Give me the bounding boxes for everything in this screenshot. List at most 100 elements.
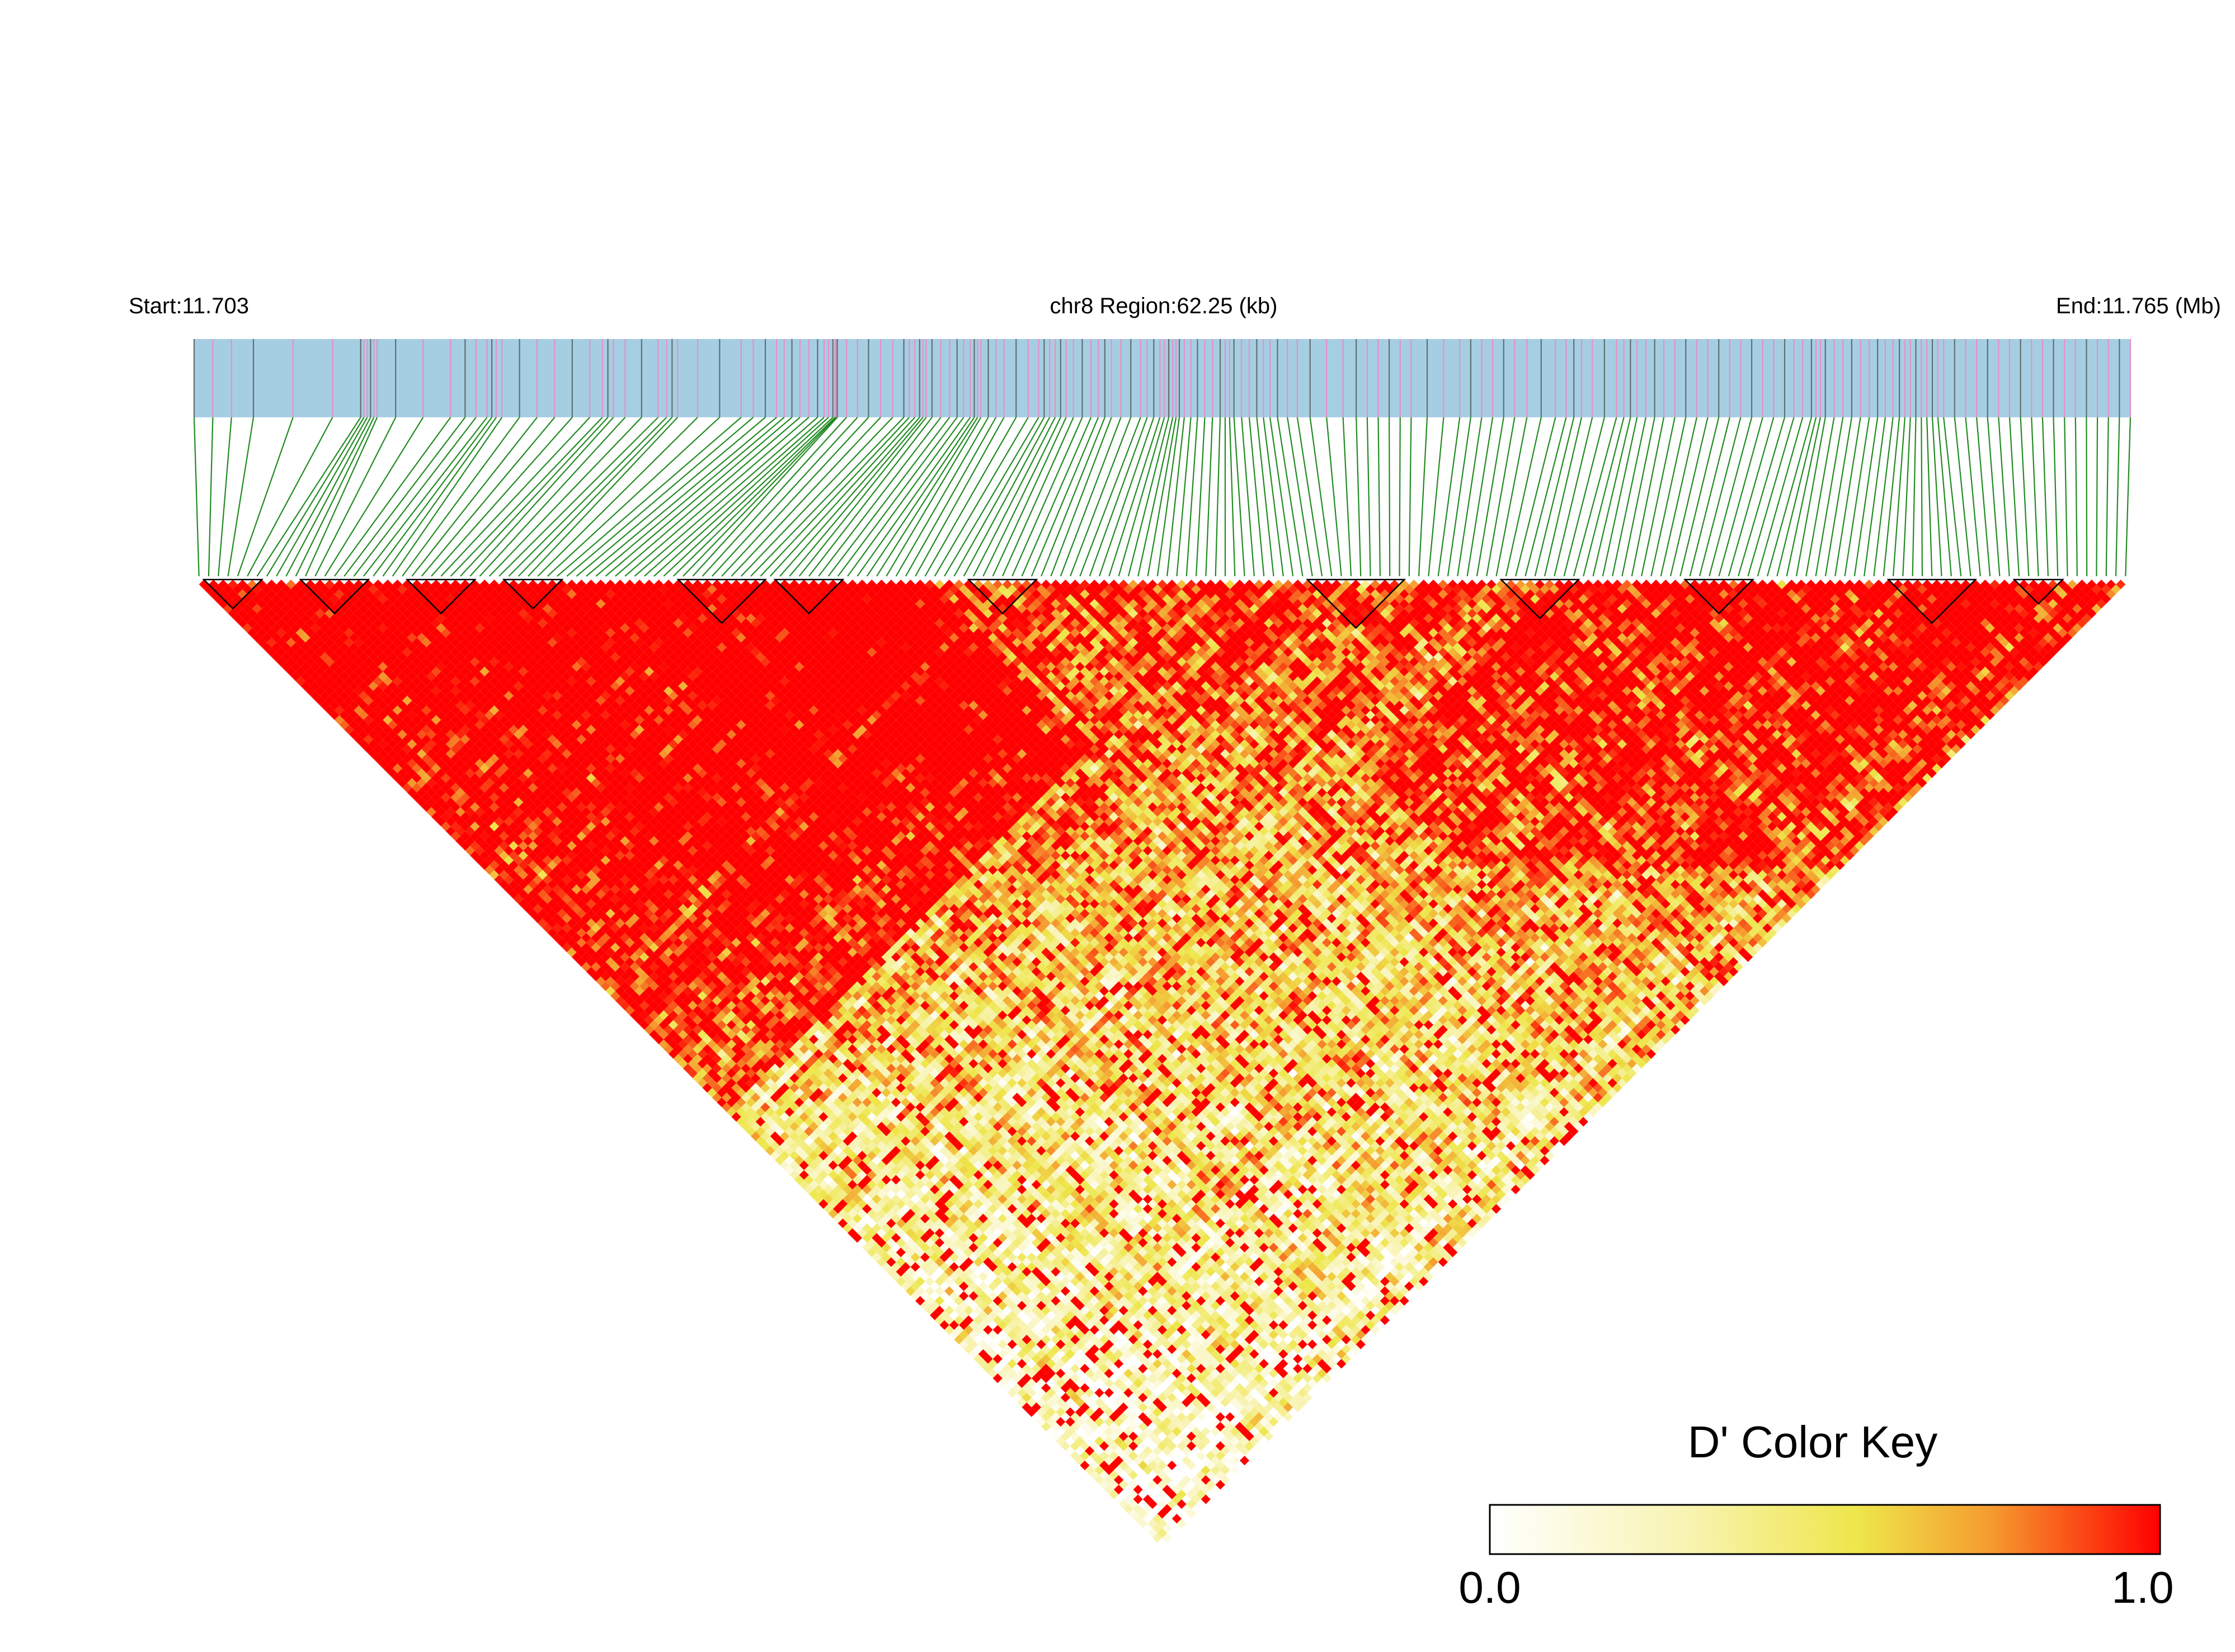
snp-connector: [1195, 417, 1206, 577]
ld-cell: [949, 1320, 959, 1330]
snp-connector: [2064, 417, 2068, 577]
snp-position-track: [194, 339, 2130, 417]
ld-cell: [489, 850, 500, 860]
snp-connector: [1786, 417, 1822, 577]
snp-connector: [721, 417, 869, 577]
ld-cell: [257, 628, 267, 638]
ld-cell: [373, 734, 383, 745]
snp-connector: [1277, 417, 1304, 577]
snp-connector: [314, 417, 397, 577]
ld-cell: [944, 1325, 954, 1335]
ld-cell: [770, 1150, 780, 1161]
ld-cell: [305, 686, 316, 696]
snp-connector: [886, 417, 982, 577]
ld-cell: [934, 1305, 945, 1316]
snp-connector: [1912, 417, 1917, 577]
snp-connector: [305, 417, 378, 577]
ld-cell: [262, 642, 272, 652]
ld-cell: [910, 1281, 920, 1291]
ld-cell: [315, 676, 325, 686]
ld-cell: [1070, 1451, 1080, 1461]
ld-cell: [828, 1199, 838, 1209]
ld-cell: [412, 783, 422, 793]
ld-cell: [794, 1165, 804, 1175]
ld-cell: [808, 1189, 819, 1199]
snp-connector: [363, 417, 488, 577]
ld-cell: [1142, 1523, 1153, 1533]
snp-connector: [1650, 417, 1687, 577]
snp-connector: [1229, 417, 1236, 577]
snp-connector: [537, 417, 698, 577]
snp-connector: [683, 417, 837, 577]
ld-cell: [514, 884, 524, 895]
snp-connector: [373, 417, 493, 577]
ld-cell: [1012, 1383, 1022, 1393]
snp-connector: [411, 417, 538, 577]
snp-connector: [992, 417, 1067, 577]
ld-cell: [678, 1058, 688, 1069]
ld-cell: [581, 962, 591, 972]
snp-connector: [973, 417, 1056, 577]
ld-cell: [751, 1131, 761, 1141]
ld-cell: [509, 879, 519, 889]
snp-connector: [528, 417, 678, 577]
snp-connector: [2115, 417, 2120, 577]
ld-cell: [1104, 1485, 1114, 1495]
snp-connector: [624, 417, 810, 577]
snp-connector: [2096, 417, 2098, 577]
snp-connector: [1287, 417, 1313, 577]
ld-cell: [445, 816, 456, 827]
ld-cell: [499, 870, 509, 880]
ld-cell: [518, 889, 529, 900]
snp-connector: [895, 417, 989, 577]
ld-cell: [1138, 1509, 1148, 1519]
snp-connector: [2125, 417, 2132, 577]
ld-cell: [397, 759, 407, 769]
ld-cell: [867, 1248, 877, 1258]
snp-connector: [1108, 417, 1161, 577]
snp-connector: [1021, 417, 1092, 577]
ld-cell: [339, 700, 349, 710]
snp-connector: [837, 417, 958, 577]
ld-cell: [562, 933, 572, 943]
ld-cell: [683, 1053, 693, 1064]
ld-cell: [1031, 1412, 1042, 1422]
ld-cell: [1099, 1480, 1109, 1490]
ld-cell: [363, 744, 374, 754]
ld-cell: [354, 734, 364, 745]
ld-cell: [717, 1097, 727, 1108]
ld-cell: [450, 831, 460, 841]
ld-cell: [673, 1044, 683, 1054]
ld-cell: [504, 884, 514, 895]
snp-connector: [1309, 417, 1333, 577]
ld-cell: [271, 642, 281, 652]
snp-connector: [1515, 417, 1556, 577]
snp-connector: [1447, 417, 1471, 577]
snp-connector: [2053, 417, 2059, 577]
snp-connector: [1621, 417, 1655, 577]
ld-cell: [1022, 1392, 1032, 1402]
ld-cell: [470, 831, 480, 841]
snp-connector: [1937, 417, 1952, 577]
snp-connector: [440, 417, 591, 577]
ld-cell: [426, 807, 436, 817]
snp-connector: [1118, 417, 1165, 577]
ld-cell: [228, 589, 238, 599]
ld-cell: [533, 903, 543, 914]
ld-cell: [707, 1078, 717, 1088]
ld-cell: [910, 1291, 920, 1301]
end-label: End:11.765 (Mb): [2056, 294, 2221, 318]
snp-connector: [2074, 417, 2078, 577]
ld-cell: [848, 1228, 858, 1238]
ld-cell: [349, 719, 359, 730]
snp-connector: [1776, 417, 1817, 577]
ld-cell: [741, 1112, 751, 1122]
snp-connector: [1679, 417, 1720, 577]
ld-cell: [339, 710, 349, 720]
snp-connector: [1718, 417, 1763, 577]
ld-cell: [1157, 1538, 1168, 1548]
snp-connector: [1998, 417, 2010, 577]
ld-cell: [1123, 1504, 1133, 1514]
ld-cell: [266, 628, 277, 638]
snp-connector: [586, 417, 777, 577]
